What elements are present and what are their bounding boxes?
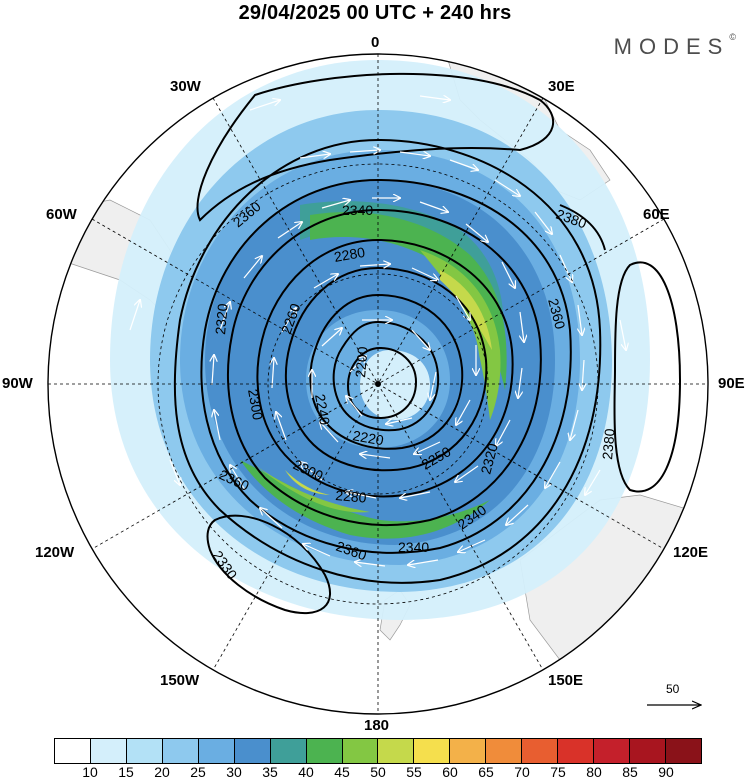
wind-speed-shading [110,60,650,620]
colorbar-swatch [270,739,307,763]
colorbar-swatch [414,739,451,763]
colorbar-swatch [522,739,559,763]
contour-label: 2200 [352,346,371,379]
colorbar-tick-label: 75 [550,764,566,780]
colorbar-swatch [162,739,199,763]
wind-shade-45 [310,211,507,390]
map-body [48,54,708,714]
contour-2260 [309,293,464,450]
contour-2330-pacific [206,514,331,615]
wind-shade-55 [440,270,492,350]
lon-label-90w: 90W [2,375,33,392]
contour-label: 2320 [477,441,501,475]
lon-label-30e: 30E [548,78,575,95]
contour-2380-east [613,261,682,493]
lon-label-120w: 120W [35,544,75,561]
colorbar-swatch [486,739,523,763]
colorbar-tick-label: 35 [262,764,278,780]
contour-label: 2380 [599,428,618,461]
colorbar-tick-label: 50 [370,764,386,780]
contour-label: 2360 [545,297,569,331]
colorbar-tick-label: 65 [478,764,494,780]
colorbar-swatch [126,739,163,763]
lon-label-180: 180 [364,717,390,734]
wind-shade-40 [300,201,504,360]
contour-2240 [332,320,440,432]
colorbar-tick-label: 25 [190,764,206,780]
colorbar-tick-label: 30 [226,764,242,780]
colorbar-swatch [665,739,701,763]
modes-logo: MODES© [613,32,736,60]
colorbar-swatch [342,739,379,763]
south-pole-marker [375,381,381,387]
contour-label: 2280 [335,487,368,506]
colorbar-ticks: 10 15 20 25 30 35 40 45 50 55 60 65 70 75 80 85 90 [0,764,750,782]
colorbar-tick-label: 90 [658,764,674,780]
contour-label: 2320 [212,303,231,336]
contour-2380-top [559,204,606,251]
colorbar-swatch [198,739,235,763]
colorbar-tick-label: 15 [118,764,134,780]
lon-label-30w: 30W [170,78,201,95]
colorbar-swatch [630,739,666,763]
colorbar-tick-label: 20 [154,764,170,780]
colorbar-tick-label: 85 [622,764,638,780]
colorbar-tick-label: 45 [334,764,350,780]
contour-label: 2340 [398,539,429,555]
contour-2220 [346,346,418,420]
contour-label: 2220 [351,427,385,448]
lon-label-120e: 120E [673,544,709,561]
contour-label: 2280 [333,244,367,265]
lon-label-150e: 150E [548,672,584,689]
brand-name: MODES [613,34,730,59]
colorbar-swatch [234,739,271,763]
colorbar-swatch [450,739,487,763]
contour-label: 2300 [245,388,266,422]
contour-2300 [256,238,514,498]
contour-2320 [227,208,542,526]
colorbar-swatch [55,739,91,763]
colorbar-swatch [378,739,415,763]
colorbar-swatch [558,739,595,763]
wind-reference-label: 50 [666,682,680,696]
lon-label-60e: 60E [643,206,670,223]
lon-label-0: 0 [371,34,380,51]
contour-2340 [200,178,572,554]
map-frame [47,53,709,715]
contour-label: 2240 [312,393,333,427]
contour-label: 2340 [342,202,373,218]
lon-label-90e: 90E [718,375,745,392]
map-title: 29/04/2025 00 UTC + 240 hrs [238,2,512,24]
wind-vectors [129,96,626,566]
brand-mark: © [729,32,736,42]
colorbar-swatch [594,739,630,763]
colorbar-tick-label: 80 [586,764,602,780]
colorbar-tick-label: 10 [82,764,98,780]
lon-label-150w: 150W [160,672,200,689]
colorbar [54,738,702,764]
colorbar-tick-label: 60 [442,764,458,780]
height-contours [173,72,682,615]
colorbar-swatch [90,739,127,763]
colorbar-tick-label: 55 [406,764,422,780]
colorbar-swatch [306,739,343,763]
colorbar-tick-label: 40 [298,764,314,780]
contour-2280 [284,266,488,472]
lon-label-60w: 60W [46,206,77,223]
colorbar-tick-label: 70 [514,764,530,780]
